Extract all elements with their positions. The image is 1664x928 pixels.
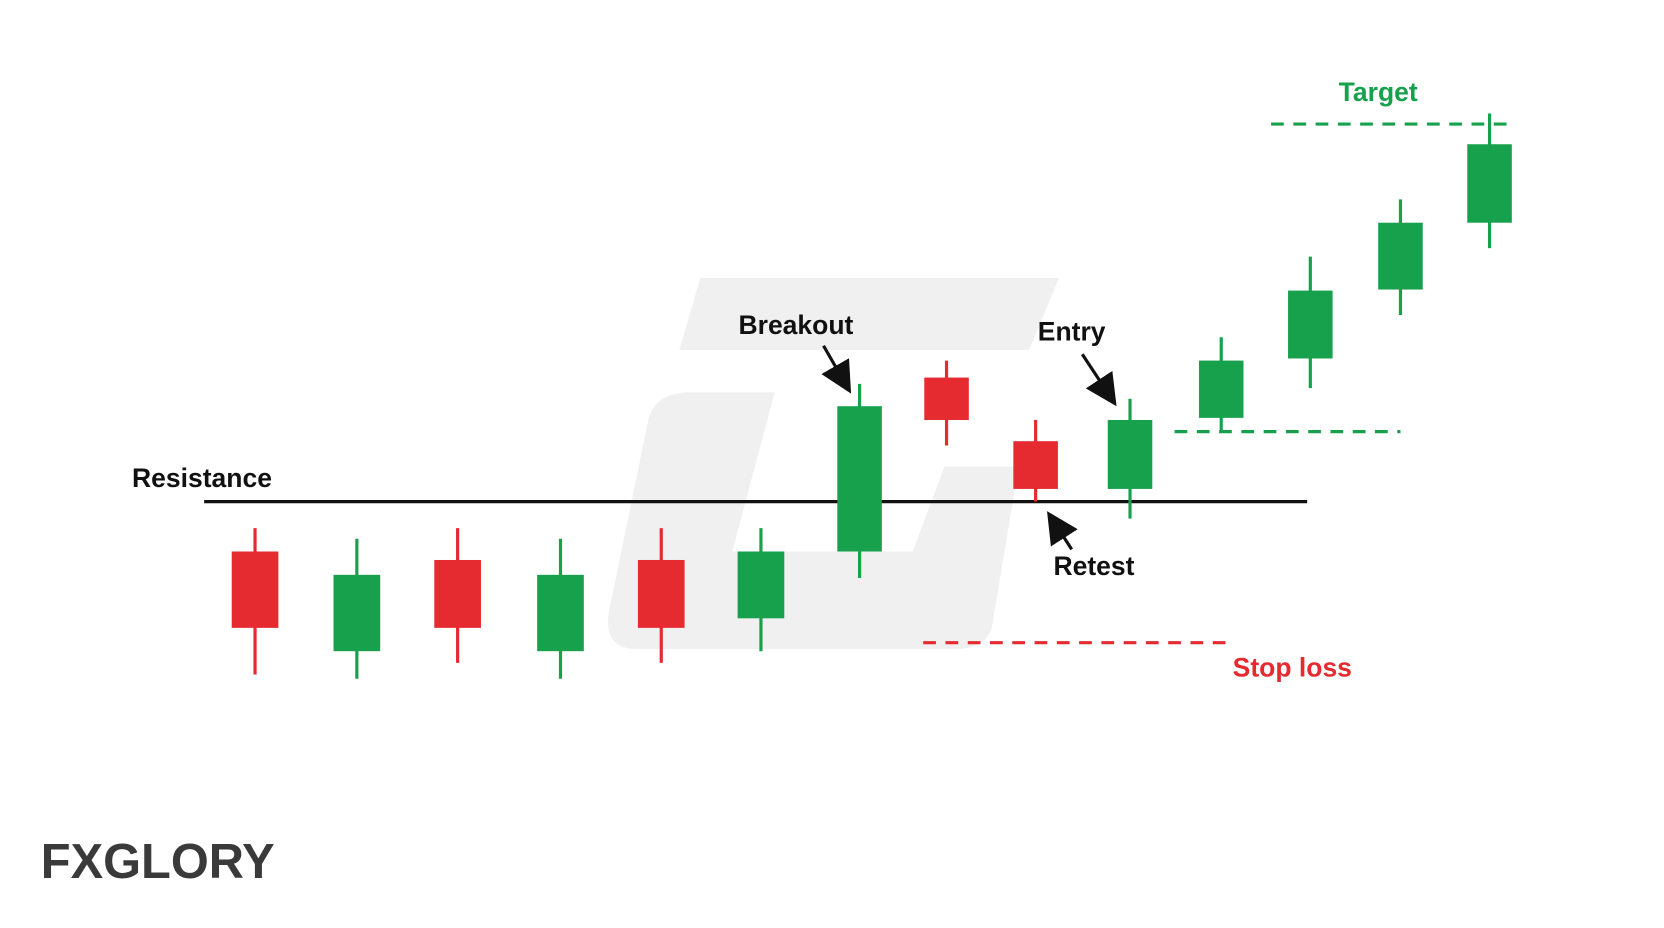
watermark — [607, 277, 1059, 650]
retest-label: Retest — [1053, 551, 1134, 581]
breakout-label: Breakout — [739, 310, 854, 340]
resistance-label: Resistance — [132, 463, 272, 493]
target-label: Target — [1339, 77, 1418, 107]
candles — [231, 113, 1512, 679]
arrows — [821, 344, 1117, 551]
stop-loss-label: Stop loss — [1233, 653, 1352, 683]
entry-label: Entry — [1038, 316, 1106, 346]
logo: FXGLORY — [41, 835, 275, 889]
